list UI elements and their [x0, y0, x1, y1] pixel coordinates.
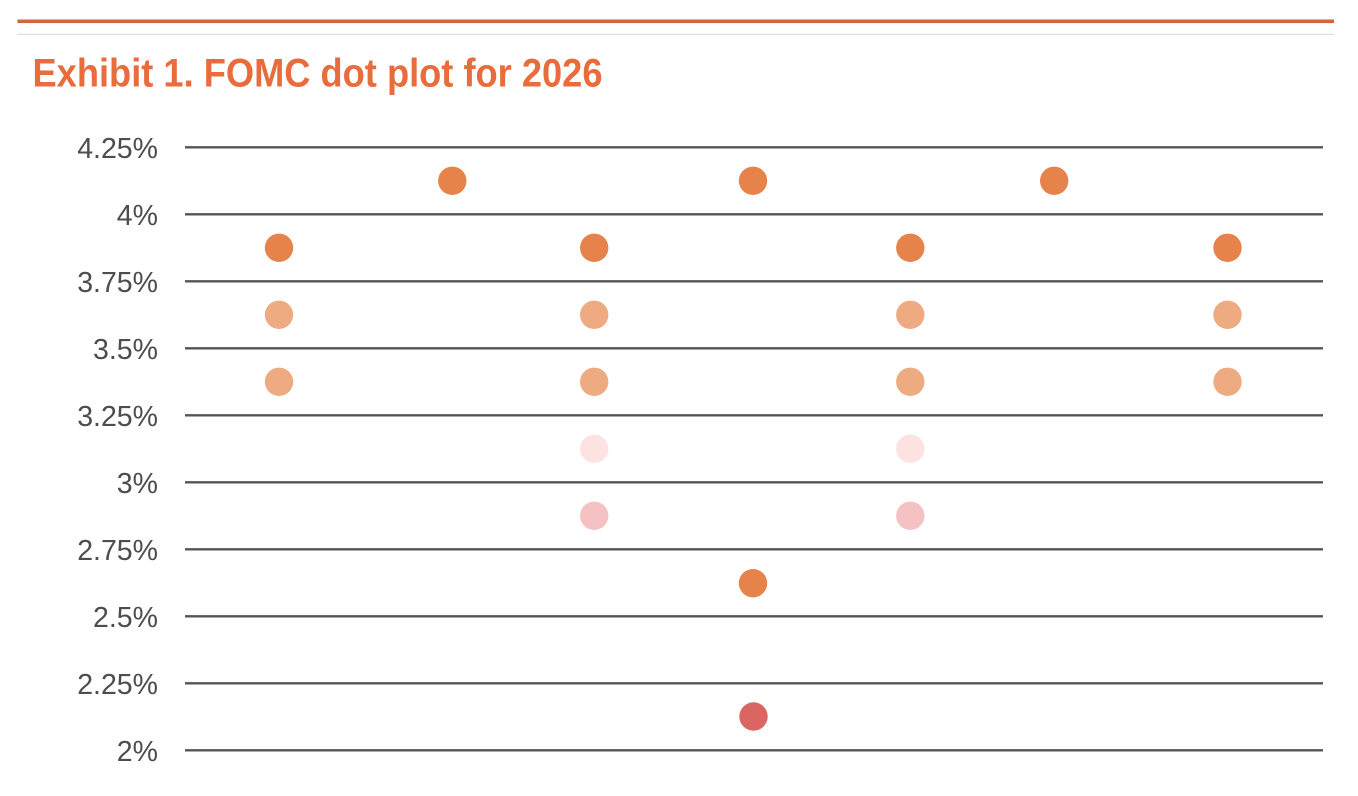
svg-text:2.5%: 2.5%	[93, 602, 158, 634]
svg-text:3%: 3%	[117, 468, 158, 500]
svg-text:2.75%: 2.75%	[77, 535, 158, 567]
svg-text:3.5%: 3.5%	[93, 334, 158, 366]
svg-text:2.25%: 2.25%	[77, 669, 158, 701]
svg-text:Exhibit 1. FOMC dot plot for 2: Exhibit 1. FOMC dot plot for 2026	[33, 51, 603, 95]
svg-text:3.75%: 3.75%	[77, 267, 158, 299]
svg-text:4.25%: 4.25%	[77, 133, 158, 165]
svg-text:2%: 2%	[117, 736, 158, 768]
svg-text:3.25%: 3.25%	[77, 401, 158, 433]
svg-text:4%: 4%	[117, 200, 158, 232]
